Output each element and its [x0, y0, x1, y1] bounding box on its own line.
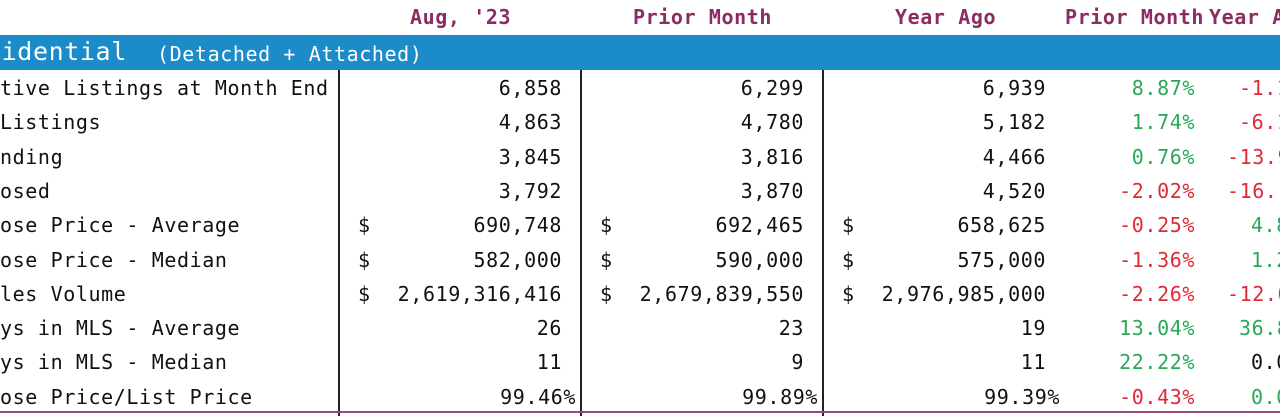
row-label: ose Price - Median	[0, 247, 228, 272]
value-prior: 99.89%	[742, 384, 818, 409]
pct-change-year-ago: 4.8	[1251, 213, 1280, 238]
value-yago: 2,976,985,000	[881, 281, 1046, 306]
value-cur: 2,619,316,416	[397, 281, 562, 306]
row-label: Listings	[0, 110, 102, 135]
pct-change-year-ago: 0.0	[1251, 384, 1280, 409]
value-yago: 4,466	[982, 144, 1046, 169]
row-label: nding	[0, 144, 64, 169]
pct-change-year-ago: -6.1	[1239, 110, 1280, 135]
value-cur: 3,845	[498, 144, 562, 169]
dollar-sign: $	[358, 281, 371, 306]
table-row: tive Listings at Month End 6,858 6,299 6,93…	[0, 72, 1280, 106]
value-cur: 582,000	[473, 247, 562, 272]
dollar-sign: $	[600, 213, 613, 238]
value-prior: 9	[791, 350, 804, 375]
value-yago: 19	[1020, 316, 1046, 341]
value-prior: 692,465	[715, 213, 804, 238]
value-cur: 11	[536, 350, 562, 375]
column-divider	[822, 70, 824, 416]
dollar-sign: $	[842, 281, 855, 306]
row-label: tive Listings at Month End	[0, 76, 329, 100]
pct-change-prior-month: 0.76%	[1131, 144, 1195, 169]
value-prior: 3,816	[740, 144, 804, 169]
row-label: ose Price - Average	[0, 213, 241, 238]
pct-change-year-ago: -12.0	[1227, 281, 1280, 306]
row-label: les Volume	[0, 281, 127, 306]
pct-change-prior-month: 8.87%	[1131, 76, 1195, 100]
table-row: nding 3,845 3,816 4,466 0.76% -13.9	[0, 141, 1280, 175]
table-row: ose Price - Median $582,000 $590,000 $575,0…	[0, 244, 1280, 278]
row-label: osed	[0, 178, 51, 203]
pct-change-year-ago: 36.8	[1239, 316, 1280, 341]
pct-change-year-ago: -16.1	[1227, 178, 1280, 203]
value-yago: 6,939	[982, 76, 1046, 100]
table-row: ys in MLS - Average 26 23 19 13.04% 36.8	[0, 312, 1280, 346]
pct-change-prior-month: -2.26%	[1119, 281, 1195, 306]
table-row: ose Price - Average $690,748 $692,465 $658,…	[0, 209, 1280, 243]
value-yago: 658,625	[957, 213, 1046, 238]
value-prior: 23	[778, 316, 804, 341]
section-title: sidential	[0, 37, 127, 66]
value-cur: 4,863	[498, 110, 562, 135]
value-prior: 590,000	[715, 247, 804, 272]
value-cur: 690,748	[473, 213, 562, 238]
value-yago: 5,182	[982, 110, 1046, 135]
pct-change-year-ago: -13.9	[1227, 144, 1280, 169]
pct-change-prior-month: -0.43%	[1119, 384, 1195, 409]
table-row: les Volume $2,619,316,416 $2,679,839,550 $2…	[0, 278, 1280, 312]
value-prior: 4,780	[740, 110, 804, 135]
dollar-sign: $	[600, 281, 613, 306]
section-banner: sidential (Detached + Attached)	[0, 35, 1280, 70]
value-cur: 3,792	[498, 178, 562, 203]
pct-change-prior-month: -1.36%	[1119, 247, 1195, 272]
dollar-sign: $	[600, 247, 613, 272]
value-yago: 11	[1020, 350, 1046, 375]
table-row: osed 3,792 3,870 4,520 -2.02% -16.1	[0, 175, 1280, 209]
value-yago: 575,000	[957, 247, 1046, 272]
value-prior: 3,870	[740, 178, 804, 203]
table-bottom-border	[0, 411, 1280, 413]
pct-change-prior-month: 1.74%	[1131, 110, 1195, 135]
header-current-month: Aug, '23	[410, 5, 512, 29]
section-subtitle: (Detached + Attached)	[157, 42, 423, 66]
value-cur: 99.46%	[500, 384, 576, 409]
dollar-sign: $	[842, 247, 855, 272]
header-pct-year-ago: Year A	[1209, 5, 1280, 29]
pct-change-prior-month: -2.02%	[1119, 178, 1195, 203]
pct-change-year-ago: 0.0	[1251, 350, 1280, 375]
row-label: ys in MLS - Median	[0, 350, 228, 375]
value-yago: 4,520	[982, 178, 1046, 203]
pct-change-prior-month: 13.04%	[1119, 316, 1195, 341]
column-divider	[580, 70, 582, 416]
table-row: ys in MLS - Median 11 9 11 22.22% 0.0	[0, 346, 1280, 380]
table-row: Listings 4,863 4,780 5,182 1.74% -6.1	[0, 106, 1280, 140]
row-label: ys in MLS - Average	[0, 316, 241, 341]
pct-change-prior-month: 22.22%	[1119, 350, 1195, 375]
dollar-sign: $	[842, 213, 855, 238]
dollar-sign: $	[358, 247, 371, 272]
row-label: ose Price/List Price	[0, 384, 253, 409]
column-divider	[338, 70, 340, 416]
value-cur: 26	[536, 316, 562, 341]
header-pct-prior-month: Prior Month	[1065, 5, 1205, 29]
dollar-sign: $	[358, 213, 371, 238]
value-yago: 99.39%	[984, 384, 1060, 409]
pct-change-prior-month: -0.25%	[1119, 213, 1195, 238]
header-prior-month: Prior Month	[633, 5, 773, 29]
pct-change-year-ago: 1.2	[1251, 247, 1280, 272]
table-row: ose Price/List Price 99.46% 99.89% 99.39% -0…	[0, 381, 1280, 415]
pct-change-year-ago: -1.1	[1239, 76, 1280, 100]
value-prior: 6,299	[740, 76, 804, 100]
value-cur: 6,858	[498, 76, 562, 100]
header-year-ago: Year Ago	[895, 5, 997, 29]
value-prior: 2,679,839,550	[639, 281, 804, 306]
